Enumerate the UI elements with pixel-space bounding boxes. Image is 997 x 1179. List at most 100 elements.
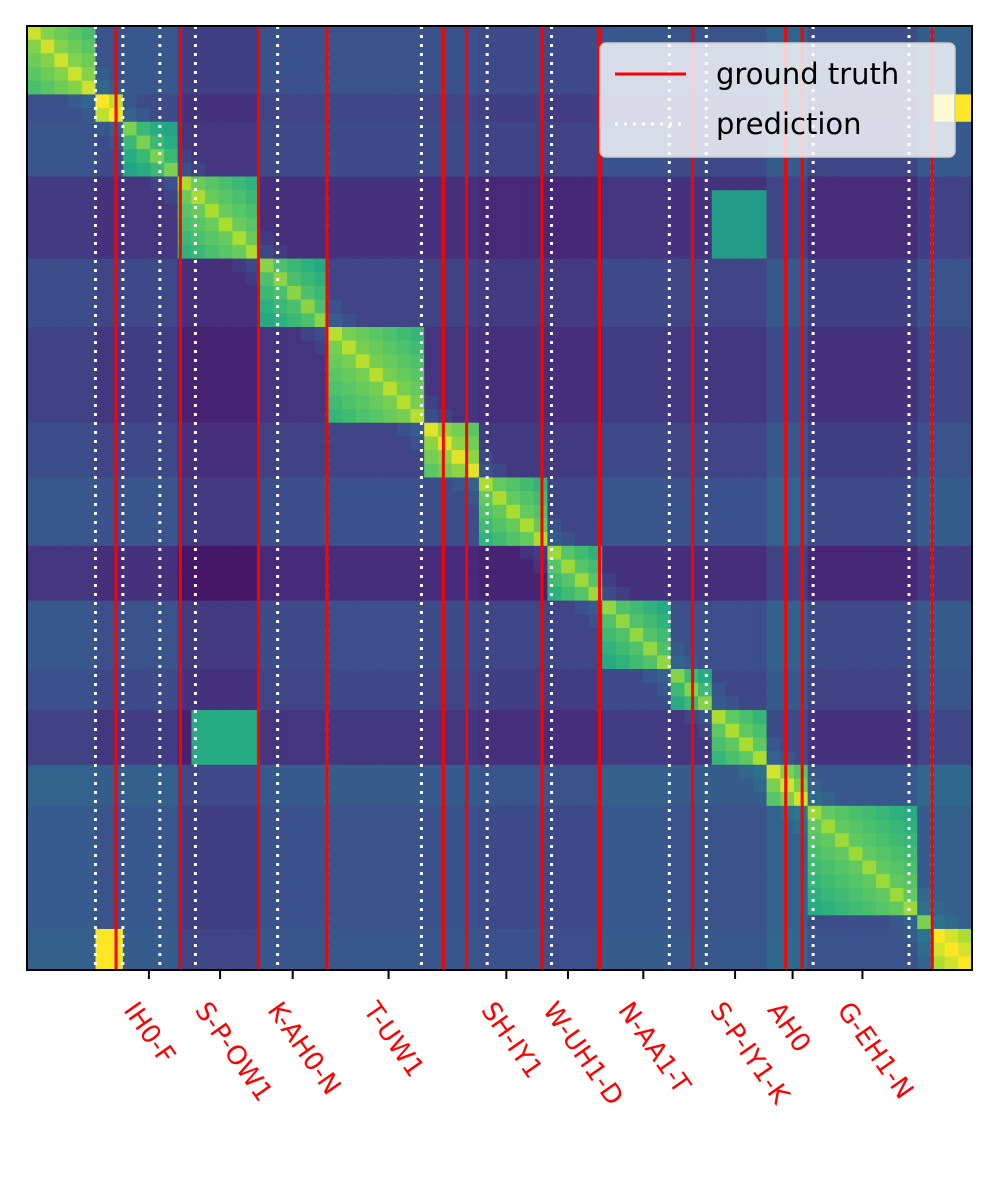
heatmap-cell (506, 326, 521, 342)
heatmap-cell (40, 395, 55, 410)
heatmap-cell (27, 737, 42, 752)
heatmap-cell (807, 395, 822, 410)
heatmap-cell (273, 751, 288, 766)
heatmap-cell (574, 723, 590, 739)
heatmap-cell (465, 53, 480, 68)
heatmap-cell (424, 559, 439, 574)
heatmap-cell (191, 627, 206, 643)
heatmap-cell (944, 326, 959, 342)
heatmap-cell (437, 600, 453, 615)
heatmap-cell (917, 764, 932, 780)
heatmap-cell (821, 231, 836, 246)
heatmap-cell (520, 614, 535, 629)
heatmap-cell (424, 915, 439, 930)
heatmap-cell (506, 956, 521, 971)
heatmap-cell (27, 354, 42, 369)
heatmap-cell (657, 326, 672, 342)
heatmap-cell (520, 655, 535, 670)
heatmap-cell (383, 518, 398, 533)
heatmap-cell (629, 792, 644, 807)
heatmap-cell (506, 190, 521, 205)
heatmap-cell (273, 627, 288, 643)
heatmap-cell (574, 272, 590, 287)
heatmap-cell (944, 846, 959, 862)
heatmap-cell (492, 833, 507, 848)
heatmap-cell (478, 409, 494, 424)
heatmap-cell (862, 928, 877, 944)
heatmap-cell (657, 627, 672, 643)
heatmap-cell (287, 354, 302, 369)
heatmap-cell (615, 874, 631, 889)
heatmap-cell (205, 846, 220, 862)
heatmap-cell (602, 641, 617, 656)
heatmap-cell (150, 326, 165, 342)
heatmap-cell (848, 368, 864, 383)
heatmap-cell (163, 860, 179, 875)
heatmap-cell (848, 778, 864, 793)
heatmap-cell (355, 395, 370, 410)
heatmap-cell (739, 299, 754, 314)
heatmap-cell (369, 80, 384, 95)
heatmap-cell (163, 299, 179, 314)
heatmap-cell (314, 162, 329, 178)
heatmap-cell (725, 217, 740, 232)
heatmap-cell (437, 901, 453, 916)
heatmap-cell (218, 805, 234, 821)
heatmap-cell (862, 545, 877, 561)
heatmap-cell (629, 436, 644, 451)
heatmap-cell (424, 313, 439, 328)
heatmap-cell (273, 614, 288, 629)
heatmap-cell (355, 532, 370, 547)
heatmap-cell (287, 409, 302, 424)
heatmap-cell (602, 26, 617, 41)
heatmap-cell (944, 436, 959, 451)
heatmap-cell (205, 80, 220, 95)
heatmap-cell (136, 53, 151, 68)
heatmap-cell (287, 176, 302, 191)
heatmap-cell (81, 901, 97, 916)
heatmap-cell (766, 655, 781, 670)
heatmap-cell (643, 354, 658, 369)
heatmap-cell (506, 354, 521, 369)
heatmap-cell (451, 203, 466, 219)
heatmap-cell (739, 244, 754, 260)
heatmap-cell (342, 559, 357, 574)
heatmap-cell (369, 532, 384, 547)
heatmap-cell (232, 915, 247, 930)
heatmap-cell (355, 764, 370, 780)
heatmap-cell (300, 368, 316, 383)
heatmap-cell (232, 833, 247, 848)
heatmap-cell (300, 901, 316, 916)
heatmap-cell (574, 655, 590, 670)
heatmap-cell (739, 833, 754, 848)
heatmap-cell (725, 285, 740, 301)
heatmap-cell (410, 504, 425, 520)
heatmap-cell (629, 326, 644, 342)
heatmap-cell (163, 928, 179, 944)
heatmap-cell (314, 682, 329, 697)
heatmap-cell (725, 778, 740, 793)
heatmap-cell (328, 641, 343, 656)
heatmap-cell (547, 80, 562, 95)
heatmap-cell (766, 299, 781, 314)
heatmap-cell (465, 354, 480, 369)
heatmap-cell (602, 805, 617, 821)
heatmap-cell (821, 545, 836, 561)
heatmap-cell (739, 491, 754, 506)
heatmap-cell (383, 532, 398, 547)
heatmap-cell (451, 272, 466, 287)
heatmap-cell (478, 80, 494, 95)
heatmap-cell (122, 326, 138, 342)
heatmap-cell (835, 162, 850, 178)
heatmap-cell (191, 272, 206, 287)
heatmap-cell (54, 682, 69, 697)
heatmap-cell (835, 559, 850, 574)
heatmap-cell (81, 751, 97, 766)
heatmap-cell (958, 764, 973, 780)
heatmap-cell (670, 381, 685, 396)
heatmap-cell (643, 190, 658, 205)
heatmap-cell (163, 696, 179, 711)
heatmap-cell (780, 313, 795, 328)
heatmap-cell (711, 409, 727, 424)
heatmap-cell (958, 737, 973, 752)
